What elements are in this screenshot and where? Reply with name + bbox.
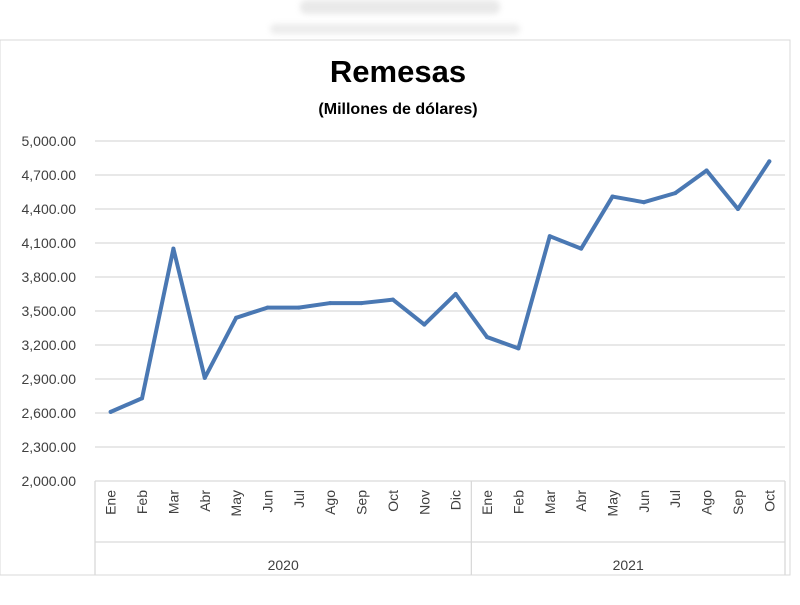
x-tick-label: Nov xyxy=(416,490,432,515)
data-point xyxy=(359,301,364,306)
x-tick-label: Oct xyxy=(385,490,401,512)
x-tick-label: Ene xyxy=(103,490,119,515)
x-tick-label: Jul xyxy=(291,490,307,508)
x-axis: Ene Feb Mar Abr May Jun Jul Ago Sep Oct Nov Dic Ene F… xyxy=(94,481,786,575)
y-tick-label: 2,300.00 xyxy=(22,439,77,455)
data-point xyxy=(641,200,646,205)
data-point xyxy=(453,292,458,296)
y-tick-label: 4,700.00 xyxy=(22,167,77,183)
x-tick-label: Mar xyxy=(542,490,558,514)
x-tick-label: Mar xyxy=(165,490,181,514)
y-tick-label: 3,800.00 xyxy=(22,269,77,285)
chart-title: Remesas xyxy=(330,54,466,89)
x-tick-label: Ago xyxy=(322,490,338,515)
x-tick-label: May xyxy=(605,490,621,516)
data-point xyxy=(265,305,270,310)
data-point xyxy=(328,301,333,306)
y-tick-label: 2,900.00 xyxy=(22,371,77,387)
data-point xyxy=(735,207,740,211)
data-point xyxy=(767,159,772,164)
data-point xyxy=(171,246,176,251)
x-tick-label: Oct xyxy=(761,490,777,512)
x-tick-label: Ene xyxy=(479,490,495,515)
x-tick-label: Sep xyxy=(354,490,370,515)
data-point xyxy=(673,191,678,196)
x-tick-label: Abr xyxy=(573,490,589,512)
y-tick-label: 2,600.00 xyxy=(22,405,77,421)
data-point xyxy=(704,168,709,173)
x-tick-label: May xyxy=(228,490,244,516)
x-tick-label: Jun xyxy=(260,490,276,513)
y-axis-tick-labels: 2,000.00 2,300.00 2,600.00 2,900.00 3,200.00… xyxy=(22,133,77,489)
cropped-header-text xyxy=(300,0,500,14)
data-point xyxy=(234,315,239,320)
data-point xyxy=(610,194,615,199)
chart-frame xyxy=(0,39,791,576)
gridlines xyxy=(95,140,785,482)
data-point xyxy=(108,409,113,414)
group-label: 2020 xyxy=(268,557,299,573)
series-layer xyxy=(108,159,772,414)
data-point xyxy=(422,322,427,327)
series-line xyxy=(108,159,772,414)
data-point xyxy=(140,396,145,401)
data-point xyxy=(390,297,395,302)
y-tick-label: 2,000.00 xyxy=(22,473,77,489)
x-tick-label: Jul xyxy=(667,490,683,508)
x-tick-label: Feb xyxy=(134,490,150,514)
data-point xyxy=(547,234,552,239)
x-tick-label: Feb xyxy=(510,490,526,514)
y-tick-label: 5,000.00 xyxy=(22,133,77,149)
data-point xyxy=(579,246,584,251)
y-tick-label: 4,100.00 xyxy=(22,235,77,251)
data-point xyxy=(296,305,301,310)
group-label: 2021 xyxy=(613,557,644,573)
y-tick-label: 3,500.00 xyxy=(22,303,77,319)
data-point xyxy=(202,375,207,380)
x-tick-label: Sep xyxy=(730,490,746,515)
data-point xyxy=(485,335,490,340)
x-tick-label: Jun xyxy=(636,490,652,513)
x-tick-label: Ago xyxy=(699,490,715,515)
chart-subtitle: (Millones de dólares) xyxy=(318,101,477,118)
x-tick-label: Dic xyxy=(448,490,464,510)
x-tick-label: Abr xyxy=(197,490,213,512)
y-tick-label: 3,200.00 xyxy=(22,337,77,353)
cropped-subheader-text xyxy=(270,24,520,34)
data-point xyxy=(516,346,521,351)
y-tick-label: 4,400.00 xyxy=(22,201,77,217)
